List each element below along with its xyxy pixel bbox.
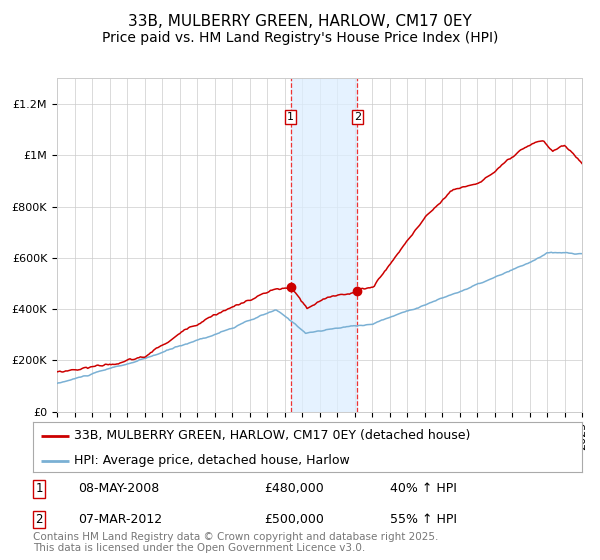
Text: 33B, MULBERRY GREEN, HARLOW, CM17 0EY: 33B, MULBERRY GREEN, HARLOW, CM17 0EY	[128, 14, 472, 29]
Text: 33B, MULBERRY GREEN, HARLOW, CM17 0EY (detached house): 33B, MULBERRY GREEN, HARLOW, CM17 0EY (d…	[74, 429, 470, 442]
Text: Price paid vs. HM Land Registry's House Price Index (HPI): Price paid vs. HM Land Registry's House …	[102, 31, 498, 45]
Text: HPI: Average price, detached house, Harlow: HPI: Average price, detached house, Harl…	[74, 454, 350, 467]
Text: 07-MAR-2012: 07-MAR-2012	[78, 513, 162, 526]
Bar	[291, 78, 358, 412]
Text: 1: 1	[287, 111, 294, 122]
Text: £500,000: £500,000	[264, 513, 324, 526]
Text: 08-MAY-2008: 08-MAY-2008	[78, 482, 159, 496]
Text: 55% ↑ HPI: 55% ↑ HPI	[390, 513, 457, 526]
Text: Contains HM Land Registry data © Crown copyright and database right 2025.
This d: Contains HM Land Registry data © Crown c…	[33, 531, 439, 553]
Text: 2: 2	[35, 513, 43, 526]
Text: £480,000: £480,000	[264, 482, 324, 496]
Text: 2: 2	[354, 111, 361, 122]
Text: 40% ↑ HPI: 40% ↑ HPI	[390, 482, 457, 496]
Text: 1: 1	[35, 482, 43, 496]
